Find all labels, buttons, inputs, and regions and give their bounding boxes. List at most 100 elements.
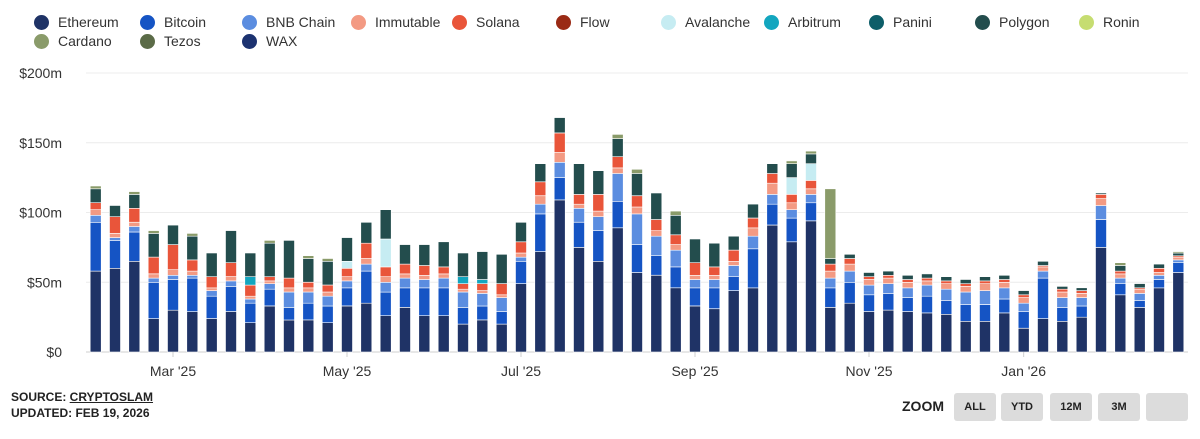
bar-segment-solana[interactable] [959,283,972,287]
bar-segment-solana[interactable] [437,266,450,275]
bar-segment-bitcoin[interactable] [437,287,450,316]
legend-item-flow[interactable]: Flow [556,14,610,30]
bar-stack[interactable] [979,276,991,353]
bar-segment-solana[interactable] [689,262,701,276]
bar-segment-bnb-chain[interactable] [1017,302,1030,312]
bar-segment-bnb-chain[interactable] [495,297,508,312]
bar-segment-solana[interactable] [611,156,624,169]
bar-segment-polygon[interactable] [341,237,353,262]
bar-segment-solana[interactable] [1075,290,1088,294]
bar-segment-bnb-chain[interactable] [979,290,991,305]
bar-segment-polygon[interactable] [592,170,605,195]
legend-item-wax[interactable]: WAX [242,33,297,49]
bar-stack[interactable] [1172,251,1185,353]
bar-segment-bitcoin[interactable] [689,287,701,307]
bar-segment-ethereum[interactable] [1017,327,1030,353]
bar-segment-ethereum[interactable] [1153,287,1165,353]
bar-segment-ethereum[interactable] [553,199,566,353]
bar-segment-polygon[interactable] [882,270,895,276]
bar-stack[interactable] [399,244,411,353]
bar-segment-bitcoin[interactable] [998,298,1011,314]
bar-segment-polygon[interactable] [1017,290,1030,296]
bar-stack[interactable] [824,188,837,353]
bar-segment-solana[interactable] [225,262,237,277]
bar-segment-solana[interactable] [1114,270,1127,275]
bar-segment-immutable[interactable] [495,294,508,298]
bar-segment-immutable[interactable] [882,277,895,285]
bar-segment-ethereum[interactable] [89,270,102,353]
bar-stack[interactable] [225,230,237,353]
bar-segment-bnb-chain[interactable] [476,293,489,307]
bar-segment-bnb-chain[interactable] [263,283,276,290]
bar-segment-solana[interactable] [360,242,373,259]
bar-segment-bitcoin[interactable] [940,300,953,315]
bar-segment-bitcoin[interactable] [89,222,102,272]
bar-segment-bnb-chain[interactable] [89,215,102,223]
bar-stack[interactable] [863,272,875,353]
bar-segment-bitcoin[interactable] [1095,219,1107,248]
bar-segment-bitcoin[interactable] [534,213,547,252]
bar-segment-ethereum[interactable] [1075,316,1088,353]
bar-segment-bnb-chain[interactable] [360,263,373,272]
bar-segment-bitcoin[interactable] [747,248,759,289]
bar-stack[interactable] [379,209,392,353]
bar-segment-bitcoin[interactable] [167,279,179,311]
bar-segment-immutable[interactable] [1037,266,1049,272]
bar-segment-immutable[interactable] [998,281,1011,289]
bar-segment-ethereum[interactable] [147,318,160,353]
bar-segment-cardano[interactable] [631,169,643,174]
bar-segment-bitcoin[interactable] [147,281,160,319]
bar-segment-bitcoin[interactable] [921,295,933,314]
bar-segment-immutable[interactable] [573,203,585,209]
bar-segment-solana[interactable] [631,195,643,208]
bar-segment-ethereum[interactable] [205,318,218,353]
bar-segment-cardano[interactable] [186,233,199,237]
bar-segment-polygon[interactable] [650,192,663,220]
bar-segment-immutable[interactable] [805,188,817,195]
bar-segment-immutable[interactable] [631,206,643,215]
bar-segment-immutable[interactable] [205,287,218,291]
bar-segment-immutable[interactable] [186,270,199,276]
bar-segment-immutable[interactable] [1114,273,1127,279]
bar-stack[interactable] [205,252,218,353]
bar-stack[interactable] [457,252,469,353]
bar-segment-solana[interactable] [147,256,160,275]
bar-segment-immutable[interactable] [650,230,663,237]
bar-segment-immutable[interactable] [437,273,450,279]
bar-segment-immutable[interactable] [89,209,102,216]
bar-segment-ethereum[interactable] [921,312,933,353]
bar-segment-ethereum[interactable] [901,311,914,353]
bar-segment-cardano[interactable] [321,258,334,262]
bar-segment-bnb-chain[interactable] [785,209,798,219]
bar-segment-bitcoin[interactable] [592,230,605,262]
bar-stack[interactable] [650,192,663,353]
bar-segment-immutable[interactable] [843,263,856,272]
bar-segment-polygon[interactable] [1037,260,1049,266]
bar-segment-bitcoin[interactable] [1172,262,1185,273]
bar-segment-bnb-chain[interactable] [379,281,392,293]
bar-segment-polygon[interactable] [863,272,875,277]
bar-segment-bitcoin[interactable] [399,287,411,308]
legend-item-avalanche[interactable]: Avalanche [661,14,750,30]
bar-segment-polygon[interactable] [302,258,315,283]
bar-segment-polygon[interactable] [147,233,160,258]
bar-segment-ethereum[interactable] [959,320,972,353]
bar-segment-polygon[interactable] [457,252,469,278]
bar-segment-polygon[interactable] [824,258,837,265]
bar-stack[interactable] [418,244,431,353]
bar-segment-bnb-chain[interactable] [1075,297,1088,307]
bar-segment-solana[interactable] [747,217,759,229]
bar-segment-bnb-chain[interactable] [1056,297,1069,308]
bar-segment-bnb-chain[interactable] [631,213,643,245]
zoom-all-button[interactable]: ALL [954,393,996,421]
bar-segment-immutable[interactable] [534,195,547,205]
bar-segment-immutable[interactable] [360,258,373,265]
bar-segment-ethereum[interactable] [805,220,817,353]
bar-segment-immutable[interactable] [147,273,160,279]
bar-segment-immutable[interactable] [457,288,469,293]
bar-segment-bnb-chain[interactable] [399,277,411,289]
bar-segment-bitcoin[interactable] [128,231,141,262]
bar-stack[interactable] [901,274,914,353]
bar-segment-bnb-chain[interactable] [592,216,605,231]
bar-segment-bitcoin[interactable] [360,270,373,304]
